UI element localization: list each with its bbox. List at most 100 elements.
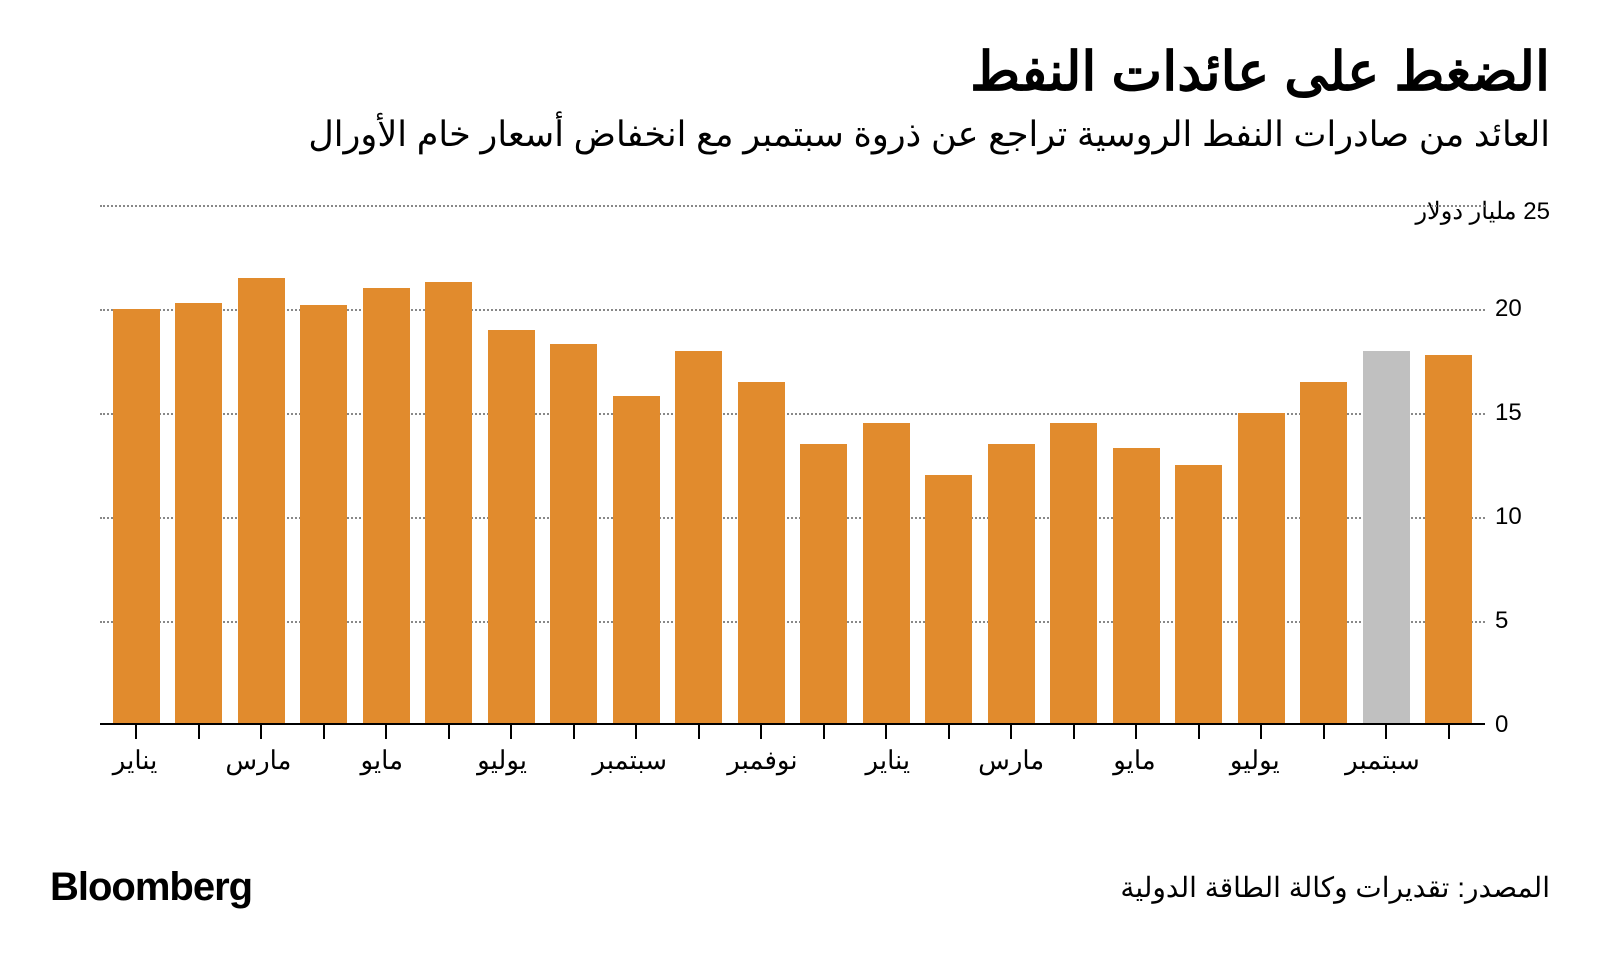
x-axis-label: مايو xyxy=(1104,745,1164,795)
bar xyxy=(363,288,410,725)
x-tick-mark xyxy=(1385,725,1387,739)
x-axis-label: مايو xyxy=(352,745,412,795)
bars-container xyxy=(100,205,1485,725)
bar-slot xyxy=(1418,205,1481,725)
bar-slot xyxy=(793,205,856,725)
y-tick-label: 5 xyxy=(1495,607,1545,635)
y-tick-label: 15 xyxy=(1495,399,1545,427)
x-axis-label xyxy=(667,745,727,795)
x-tick-mark xyxy=(1448,725,1450,739)
bar xyxy=(175,303,222,725)
bar xyxy=(800,444,847,725)
x-tick-mark xyxy=(323,725,325,739)
bar xyxy=(1175,465,1222,725)
x-tick-mark xyxy=(885,725,887,739)
y-tick-label: 20 xyxy=(1495,295,1545,323)
bar xyxy=(1050,423,1097,725)
bar-slot xyxy=(1293,205,1356,725)
chart-subtitle: العائد من صادرات النفط الروسية تراجع عن … xyxy=(50,115,1550,155)
x-tick-mark xyxy=(948,725,950,739)
bar xyxy=(1363,351,1410,725)
bar-slot xyxy=(730,205,793,725)
x-axis-label xyxy=(918,745,978,795)
x-tick-mark xyxy=(385,725,387,739)
bar-slot xyxy=(230,205,293,725)
bar-slot xyxy=(1230,205,1293,725)
x-tick-mark xyxy=(1135,725,1137,739)
x-tick-mark xyxy=(635,725,637,739)
x-tick-mark xyxy=(823,725,825,739)
bar-slot xyxy=(918,205,981,725)
bar xyxy=(1113,448,1160,725)
x-tick-mark xyxy=(698,725,700,739)
x-axis-label xyxy=(292,745,352,795)
bar xyxy=(300,305,347,725)
bar xyxy=(613,396,660,725)
bar xyxy=(925,475,972,725)
bar-slot xyxy=(1168,205,1231,725)
x-axis-label: مارس xyxy=(225,745,291,795)
x-tick-mark xyxy=(198,725,200,739)
chart-title: الضغط على عائدات النفط xyxy=(50,40,1550,103)
x-axis-label: سبتمبر xyxy=(592,745,667,795)
bar-slot xyxy=(293,205,356,725)
bar-slot xyxy=(105,205,168,725)
x-axis-label: مارس xyxy=(978,745,1044,795)
bar xyxy=(863,423,910,725)
x-tick-mark xyxy=(1260,725,1262,739)
bar-slot xyxy=(543,205,606,725)
bar xyxy=(1425,355,1472,725)
x-axis-label: سبتمبر xyxy=(1345,745,1420,795)
y-tick-label: 10 xyxy=(1495,503,1545,531)
x-axis-label xyxy=(1285,745,1345,795)
bar xyxy=(238,278,285,725)
x-tick-mark xyxy=(448,725,450,739)
x-tick-mark xyxy=(1198,725,1200,739)
x-axis-label xyxy=(532,745,592,795)
bar-slot xyxy=(1355,205,1418,725)
bar xyxy=(1238,413,1285,725)
x-tick-mark xyxy=(573,725,575,739)
x-tick-mark xyxy=(510,725,512,739)
x-axis-label xyxy=(798,745,858,795)
x-axis-label: يوليو xyxy=(1225,745,1285,795)
bar-slot xyxy=(980,205,1043,725)
bar xyxy=(675,351,722,725)
x-axis-label: يناير xyxy=(105,745,165,795)
bar xyxy=(738,382,785,725)
x-axis-labels: يناير مارس مايو يوليو سبتمبر نوفمبر يناير مارس م… xyxy=(100,745,1485,795)
x-axis-label xyxy=(1044,745,1104,795)
x-axis-label: يوليو xyxy=(472,745,532,795)
x-tick-mark xyxy=(1073,725,1075,739)
x-tick-mark xyxy=(135,725,137,739)
chart-footer: Bloomberg المصدر: تقديرات وكالة الطاقة ا… xyxy=(50,865,1550,910)
x-axis-label xyxy=(1165,745,1225,795)
bar-slot xyxy=(668,205,731,725)
bar-slot xyxy=(605,205,668,725)
plot-area: 05101520 xyxy=(100,205,1485,725)
bar xyxy=(425,282,472,725)
x-axis-label xyxy=(412,745,472,795)
x-tick-mark xyxy=(760,725,762,739)
bar xyxy=(550,344,597,725)
bar xyxy=(113,309,160,725)
y-tick-label: 0 xyxy=(1495,711,1545,739)
bar-slot xyxy=(355,205,418,725)
x-tick-mark xyxy=(260,725,262,739)
bar-slot xyxy=(168,205,231,725)
x-axis-label: يناير xyxy=(858,745,918,795)
bar-slot xyxy=(480,205,543,725)
bar-slot xyxy=(418,205,481,725)
source-text: المصدر: تقديرات وكالة الطاقة الدولية xyxy=(1120,871,1550,904)
baseline xyxy=(100,723,1485,725)
bar xyxy=(488,330,535,725)
bar xyxy=(988,444,1035,725)
bar-slot xyxy=(855,205,918,725)
chart-wrapper: 25 مليار دولار 05101520 ينايرمارسمايويول… xyxy=(50,205,1550,795)
brand-logo: Bloomberg xyxy=(50,865,252,910)
bar xyxy=(1300,382,1347,725)
x-axis-label xyxy=(1420,745,1480,795)
x-tick-mark xyxy=(1010,725,1012,739)
x-axis-label: نوفمبر xyxy=(727,745,797,795)
x-axis-label xyxy=(165,745,225,795)
